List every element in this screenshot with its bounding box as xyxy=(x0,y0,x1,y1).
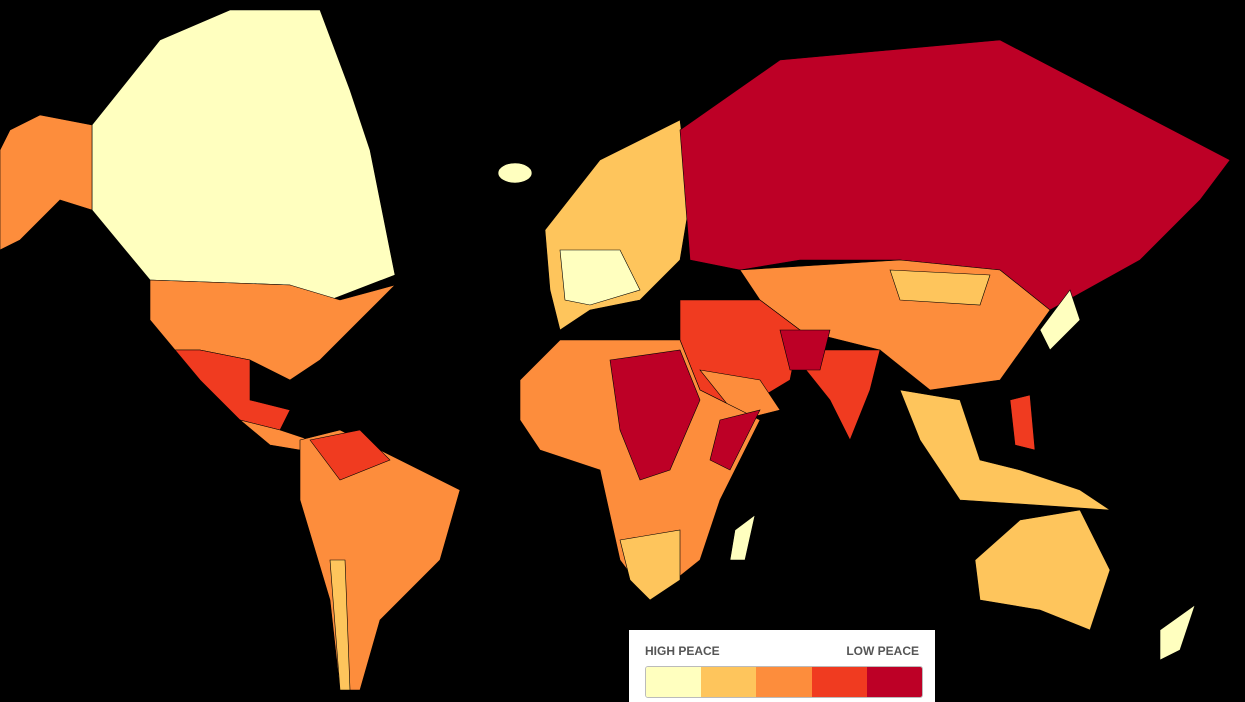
madagascar xyxy=(729,514,756,561)
western-europe xyxy=(559,249,641,306)
usa xyxy=(149,279,397,381)
alaska xyxy=(0,114,93,251)
legend-swatch xyxy=(701,667,757,697)
venezuela-colombia xyxy=(309,429,391,481)
japan xyxy=(1039,289,1081,351)
iceland xyxy=(497,162,533,184)
india xyxy=(789,349,881,441)
mexico xyxy=(174,349,291,431)
legend: HIGH PEACE LOW PEACE xyxy=(629,630,935,702)
southeast-asia xyxy=(899,389,1112,511)
somalia xyxy=(709,409,761,471)
legend-swatch xyxy=(756,667,812,697)
mongolia xyxy=(889,269,991,306)
central-africa xyxy=(609,349,701,481)
australia xyxy=(974,509,1111,631)
legend-label: LOW PEACE xyxy=(846,644,919,658)
legend-swatch xyxy=(866,667,922,697)
pakistan-afghanistan xyxy=(779,329,831,371)
southern-africa xyxy=(619,529,681,601)
legend-swatch xyxy=(811,667,867,697)
south-america xyxy=(299,429,461,691)
legend-scale xyxy=(645,666,923,698)
new-zealand xyxy=(1159,604,1196,661)
philippines xyxy=(1009,394,1036,451)
chile-uruguay xyxy=(329,559,351,691)
legend-label: HIGH PEACE xyxy=(645,644,720,658)
legend-swatch xyxy=(646,667,702,697)
canada xyxy=(91,9,396,301)
